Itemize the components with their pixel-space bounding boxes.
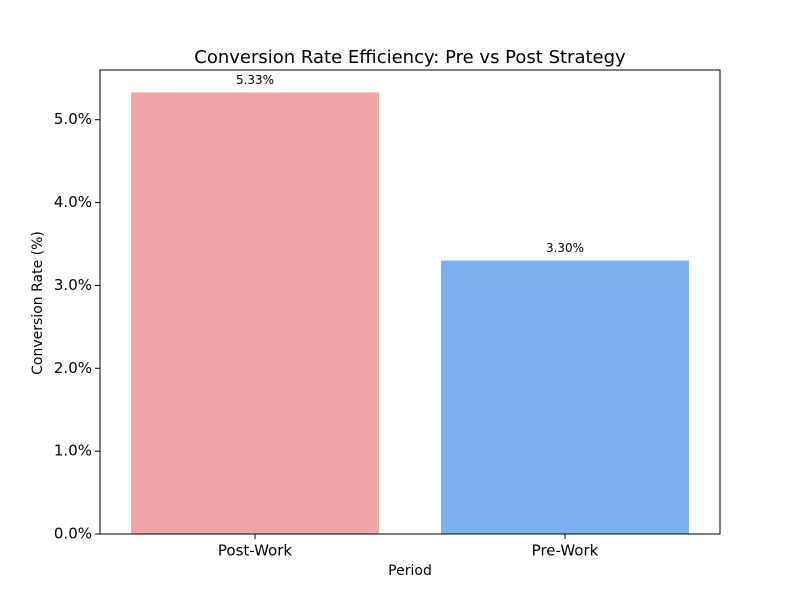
plot-frame <box>99 69 721 535</box>
x-tick-label: Post-Work <box>218 542 292 560</box>
y-tick-label: 0.0% <box>54 525 92 543</box>
chart-title: Conversion Rate Efficiency: Pre vs Post … <box>194 47 626 68</box>
y-axis-label: Conversion Rate (%) <box>30 231 46 375</box>
value-label: 5.33% <box>236 73 274 87</box>
y-tick-label: 2.0% <box>54 359 92 377</box>
x-tick-label: Pre-Work <box>532 542 599 560</box>
y-tick-label: 4.0% <box>54 193 92 211</box>
y-tick-label: 5.0% <box>54 110 92 128</box>
y-tick-label: 1.0% <box>54 442 92 460</box>
value-label: 3.30% <box>546 241 584 255</box>
y-tick-label: 3.0% <box>54 276 92 294</box>
x-axis-label: Period <box>388 563 432 579</box>
bar <box>441 260 689 534</box>
bar <box>131 92 379 534</box>
